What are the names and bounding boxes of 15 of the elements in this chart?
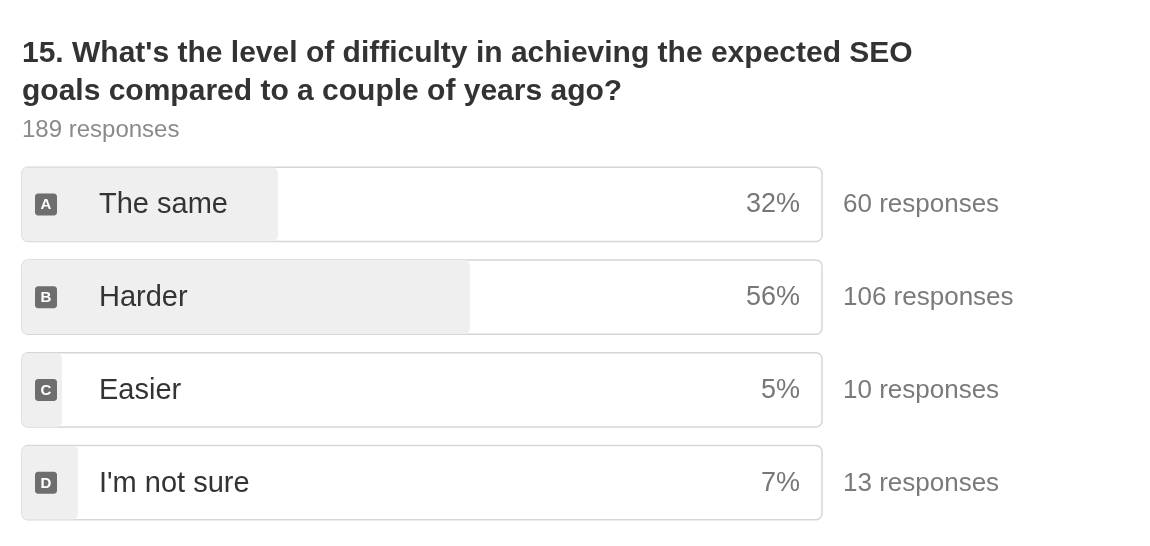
text: 13 responses <box>843 466 1000 497</box>
data-label: 7% <box>760 466 800 497</box>
text: 10 responses <box>843 373 1000 404</box>
category-label: D I'm not sure <box>40 465 250 498</box>
data-label: 5% <box>760 373 800 404</box>
bar <box>22 167 278 242</box>
text: 60 responses <box>843 188 1000 219</box>
chart-title: 15. What's the level of difficulty in achieving the expected SEO goals compared to a couple of years ago? <box>22 35 913 106</box>
category-label: B Harder <box>40 280 188 313</box>
data-label: 56% <box>745 281 800 312</box>
data-label: 32% <box>745 188 800 219</box>
text: 106 responses <box>843 281 1014 312</box>
category-label: C Easier <box>40 372 182 405</box>
chart-subtitle: 189 responses <box>22 115 180 142</box>
category-label: A The same <box>40 187 228 220</box>
